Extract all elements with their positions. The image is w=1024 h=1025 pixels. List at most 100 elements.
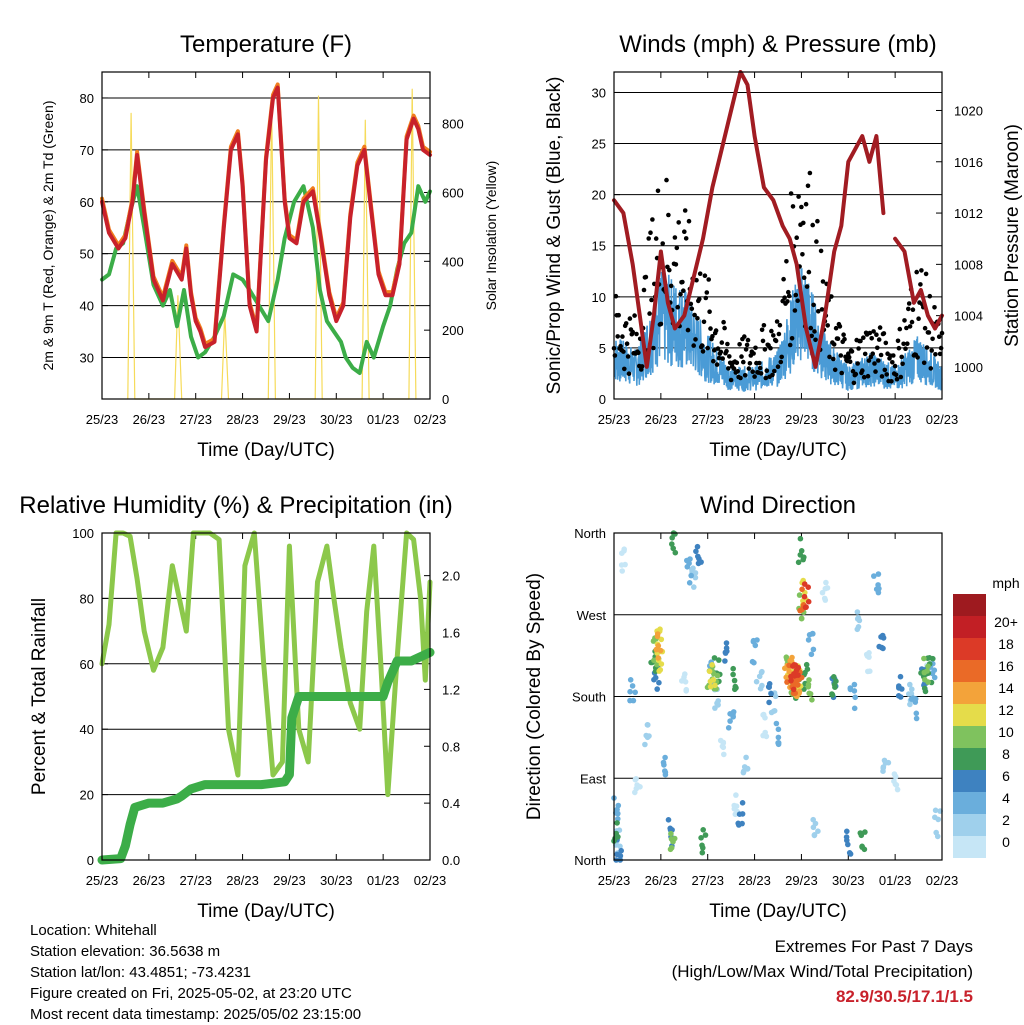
y-tick-label: West [577,608,607,623]
direction-point [760,711,767,718]
gust-point [800,252,805,257]
y-tick-label: 50 [80,247,94,262]
gust-point [738,375,743,381]
station-info: Location: Whitehall Station elevation: 3… [30,920,361,1025]
gust-point [820,279,826,284]
direction-point [652,674,659,681]
gust-point [770,372,775,378]
direction-point [875,571,882,577]
direction-point [899,686,905,692]
gust-point [816,309,821,314]
legend-swatch [953,594,986,616]
gust-point [889,379,894,384]
direction-point [797,535,804,542]
direction-point [804,666,811,672]
direction-point [805,584,811,590]
gust-point [876,337,882,342]
legend-label: 8 [1002,746,1010,762]
y-axis-label-left: Sonic/Prop Wind & Gust (Blue, Black) [544,77,565,395]
legend-swatch [953,682,986,704]
extremes-box: Extremes For Past 7 Days (High/Low/Max W… [672,934,973,1009]
direction-point [683,686,690,693]
gust-point [760,338,766,344]
gust-point [647,311,652,316]
panel-title: Wind Direction [700,492,856,519]
speed-legend: mph 0 2 4 6 8 10 12 14 16 18 20+ [953,575,1020,858]
station-location: Location: Whitehall [30,922,157,939]
legend-label: 20+ [994,614,1018,630]
gust-point [615,334,620,339]
direction-point [736,822,742,828]
gust-point [879,374,885,379]
gust-point [928,366,934,371]
legend-label: 4 [1002,790,1010,806]
y-tick-label: 5 [599,341,606,356]
y-tick-label-right: 1000 [954,360,983,375]
direction-point [657,647,664,654]
panel-direction: Wind Direction Time (Day/UTC) 25/23 26/23 27… [524,492,958,922]
gust-point [676,220,681,225]
gust-point [784,259,789,264]
gust-point [683,236,689,241]
direction-point [809,630,816,637]
gust-point [831,342,837,347]
plot-frame [101,532,431,861]
direction-point [654,686,660,692]
direction-point [894,786,901,793]
y-tick-label-right: 1.6 [442,626,460,641]
direction-point [775,726,782,733]
gust-point [927,293,933,299]
direction-point [665,817,672,823]
gust-point [930,336,935,342]
gust-point [641,287,647,293]
gust-point [775,364,781,370]
gust-point [926,330,932,335]
gust-point [718,349,724,355]
direction-point [688,572,694,579]
gust-point [805,183,811,189]
gust-point [621,349,626,354]
panel-title: Temperature (F) [180,31,352,58]
gust-point [793,292,799,298]
direction-point [895,693,902,699]
gust-point [790,204,796,209]
gust-point [752,374,757,379]
legend-label: 16 [998,658,1014,674]
extremes-heading: Extremes For Past 7 Days [774,937,973,956]
gust-point [712,348,717,353]
gust-point [875,345,880,351]
gust-point [675,304,680,310]
direction-point [706,668,713,675]
direction-point [732,811,739,818]
direction-point [787,657,793,664]
direction-point [788,677,794,684]
precip-line [97,647,435,865]
direction-point [871,573,877,579]
gust-point [900,361,905,367]
gust-point [796,194,801,199]
panel-title: Relative Humidity (%) & Precipitation (i… [19,492,452,519]
gust-point [774,319,780,324]
gust-point [809,333,814,339]
gust-point [909,319,915,325]
direction-point [808,651,815,658]
gust-point [804,284,810,289]
gust-point [870,351,875,357]
direction-point [906,691,912,697]
gust-point [814,239,819,244]
plot-frame [613,71,943,400]
gust-point [781,276,786,282]
direction-point [700,827,706,833]
direction-point [819,589,826,596]
direction-point [757,685,764,692]
gust-point [837,324,843,329]
gust-point [613,293,619,299]
direction-point [751,659,757,666]
gust-point [803,201,809,207]
direction-point [627,677,634,683]
gust-point [689,306,695,312]
pressure-line [612,70,886,369]
direction-point [617,843,623,850]
gust-point [903,346,908,352]
direction-point [809,697,815,703]
